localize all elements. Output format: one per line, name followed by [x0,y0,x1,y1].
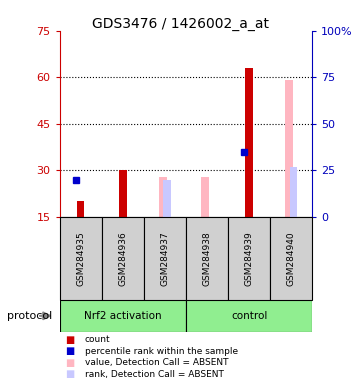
Bar [285,80,293,217]
Text: GSM284939: GSM284939 [245,231,253,286]
Text: GSM284940: GSM284940 [287,231,296,286]
Bar [163,180,171,217]
Text: ■: ■ [65,346,74,356]
Text: ■: ■ [65,369,74,379]
Bar [186,300,312,332]
Text: percentile rank within the sample: percentile rank within the sample [85,347,238,356]
Text: GSM284937: GSM284937 [160,231,169,286]
Text: count: count [85,335,110,344]
Text: ■: ■ [65,358,74,368]
Text: GDS3476 / 1426002_a_at: GDS3476 / 1426002_a_at [92,17,269,31]
Text: control: control [231,311,267,321]
Bar [245,68,253,217]
Bar [159,177,166,217]
Bar [77,202,84,217]
Bar [186,217,228,300]
Bar [290,167,297,217]
Bar [119,170,126,217]
Text: GSM284938: GSM284938 [203,231,212,286]
Bar [228,217,270,300]
Bar [60,300,186,332]
Bar [60,217,102,300]
Bar [270,217,312,300]
Text: value, Detection Call = ABSENT: value, Detection Call = ABSENT [85,358,229,367]
Text: rank, Detection Call = ABSENT: rank, Detection Call = ABSENT [85,370,224,379]
Text: GSM284935: GSM284935 [76,231,85,286]
Bar [144,217,186,300]
Text: ■: ■ [65,335,74,345]
Bar [201,177,209,217]
Text: Nrf2 activation: Nrf2 activation [84,311,162,321]
Bar [102,217,144,300]
Text: GSM284936: GSM284936 [118,231,127,286]
Text: protocol: protocol [7,311,52,321]
